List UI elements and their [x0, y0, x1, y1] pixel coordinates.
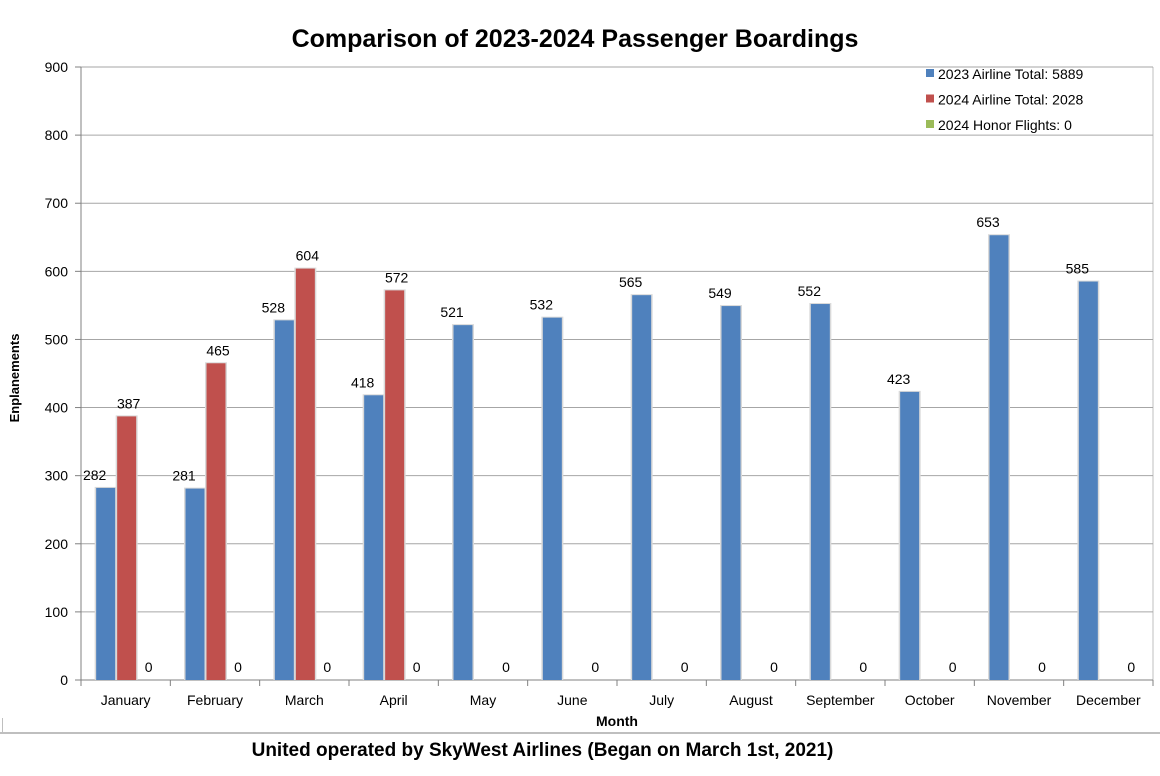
- data-label-s0-may: 521: [440, 304, 464, 320]
- y-tick-label-0: 0: [60, 672, 68, 688]
- bars: [94, 234, 1100, 681]
- legend-label-0: 2023 Airline Total: 5889: [938, 66, 1084, 82]
- bar-s0-july: [632, 295, 652, 680]
- bar-s0-april: [364, 395, 384, 680]
- bar-s1-january: [117, 416, 137, 680]
- legend-swatch-0: [926, 69, 934, 77]
- x-tick-label-september: September: [806, 692, 875, 708]
- y-tick-label-500: 500: [45, 331, 69, 347]
- data-label-s2-may: 0: [502, 659, 510, 675]
- data-label-s2-june: 0: [591, 659, 599, 675]
- data-label-s2-february: 0: [234, 659, 242, 675]
- gridlines: [81, 66, 1154, 680]
- data-label-s1-january: 387: [117, 395, 141, 411]
- legend-swatch-2: [926, 120, 934, 128]
- bar-s0-may: [453, 325, 473, 680]
- bar-s0-october: [900, 391, 920, 680]
- bar-s1-march: [295, 268, 315, 680]
- data-label-s0-july: 565: [619, 274, 643, 290]
- x-tick-label-april: April: [380, 692, 408, 708]
- data-label-s2-august: 0: [770, 659, 778, 675]
- data-label-s2-october: 0: [949, 659, 957, 675]
- data-label-s0-february: 281: [172, 468, 196, 484]
- legend-label-2: 2024 Honor Flights: 0: [938, 117, 1072, 133]
- y-tick-label-400: 400: [45, 400, 69, 416]
- x-tick-label-february: February: [187, 692, 243, 708]
- passenger-boardings-chart: Comparison of 2023-2024 Passenger Boardi…: [7, 25, 1154, 729]
- data-label-s2-december: 0: [1127, 659, 1135, 675]
- data-label-s1-april: 572: [385, 269, 409, 285]
- bar-s0-august: [721, 306, 741, 680]
- data-labels: 282 281 528 418 521 532 565 549 552 423 653 585 387 4…: [83, 214, 1135, 675]
- data-label-s0-january: 282: [83, 467, 107, 483]
- x-tick-label-october: October: [905, 692, 955, 708]
- data-label-s1-february: 465: [206, 342, 230, 358]
- data-label-s0-november: 653: [976, 214, 1000, 230]
- data-label-s0-june: 532: [530, 297, 554, 313]
- x-tick-label-december: December: [1076, 692, 1141, 708]
- data-label-s0-march: 528: [262, 299, 286, 315]
- legend-label-1: 2024 Airline Total: 2028: [938, 92, 1084, 108]
- y-tick-label-200: 200: [45, 536, 69, 552]
- left-frame-tick: [2, 718, 3, 734]
- legend: 2023 Airline Total: 5889 2024 Airline Tot…: [926, 66, 1084, 133]
- y-tick-label-100: 100: [45, 604, 69, 620]
- x-tick-label-june: June: [557, 692, 588, 708]
- y-tick-label-900: 900: [45, 59, 69, 75]
- data-label-s0-october: 423: [887, 371, 911, 387]
- x-axis-title: Month: [596, 713, 638, 729]
- data-label-s1-march: 604: [296, 248, 320, 264]
- bar-s0-june: [542, 317, 562, 680]
- y-tick-label-700: 700: [45, 195, 69, 211]
- y-tick-label-800: 800: [45, 127, 69, 143]
- data-label-s2-march: 0: [323, 659, 331, 675]
- bar-s0-january: [96, 487, 116, 680]
- y-tick-label-600: 600: [45, 263, 69, 279]
- bar-s0-march: [274, 320, 294, 680]
- bar-s0-september: [810, 304, 830, 680]
- data-label-s0-december: 585: [1066, 261, 1090, 277]
- bar-s0-december: [1078, 281, 1098, 680]
- x-tick-label-march: March: [285, 692, 324, 708]
- data-label-s2-april: 0: [413, 659, 421, 675]
- data-label-s0-april: 418: [351, 374, 375, 390]
- bar-s0-february: [185, 488, 205, 680]
- x-tick-label-may: May: [470, 692, 496, 708]
- footer-note: United operated by SkyWest Airlines (Beg…: [251, 740, 834, 761]
- data-label-s0-september: 552: [798, 283, 822, 299]
- data-label-s2-january: 0: [145, 659, 153, 675]
- x-tick-label-january: January: [101, 692, 151, 708]
- x-tick-label-november: November: [987, 692, 1052, 708]
- chart-title: Comparison of 2023-2024 Passenger Boardi…: [292, 25, 859, 53]
- bar-s1-february: [206, 363, 226, 680]
- axes: 0 100 200 300 400 500 600 700 800 900 January Febru…: [45, 59, 1154, 708]
- legend-swatch-1: [926, 94, 934, 103]
- y-tick-label-300: 300: [45, 468, 69, 484]
- y-axis-title: Enplanements: [7, 334, 22, 423]
- data-label-s2-november: 0: [1038, 659, 1046, 675]
- bar-s0-november: [989, 235, 1009, 681]
- x-tick-label-august: August: [729, 692, 773, 708]
- bar-s1-april: [385, 290, 405, 680]
- x-tick-label-july: July: [649, 692, 674, 708]
- data-label-s2-september: 0: [859, 659, 867, 675]
- data-label-s2-july: 0: [681, 659, 689, 675]
- data-label-s0-august: 549: [708, 285, 732, 301]
- bottom-frame-line: [0, 732, 1160, 734]
